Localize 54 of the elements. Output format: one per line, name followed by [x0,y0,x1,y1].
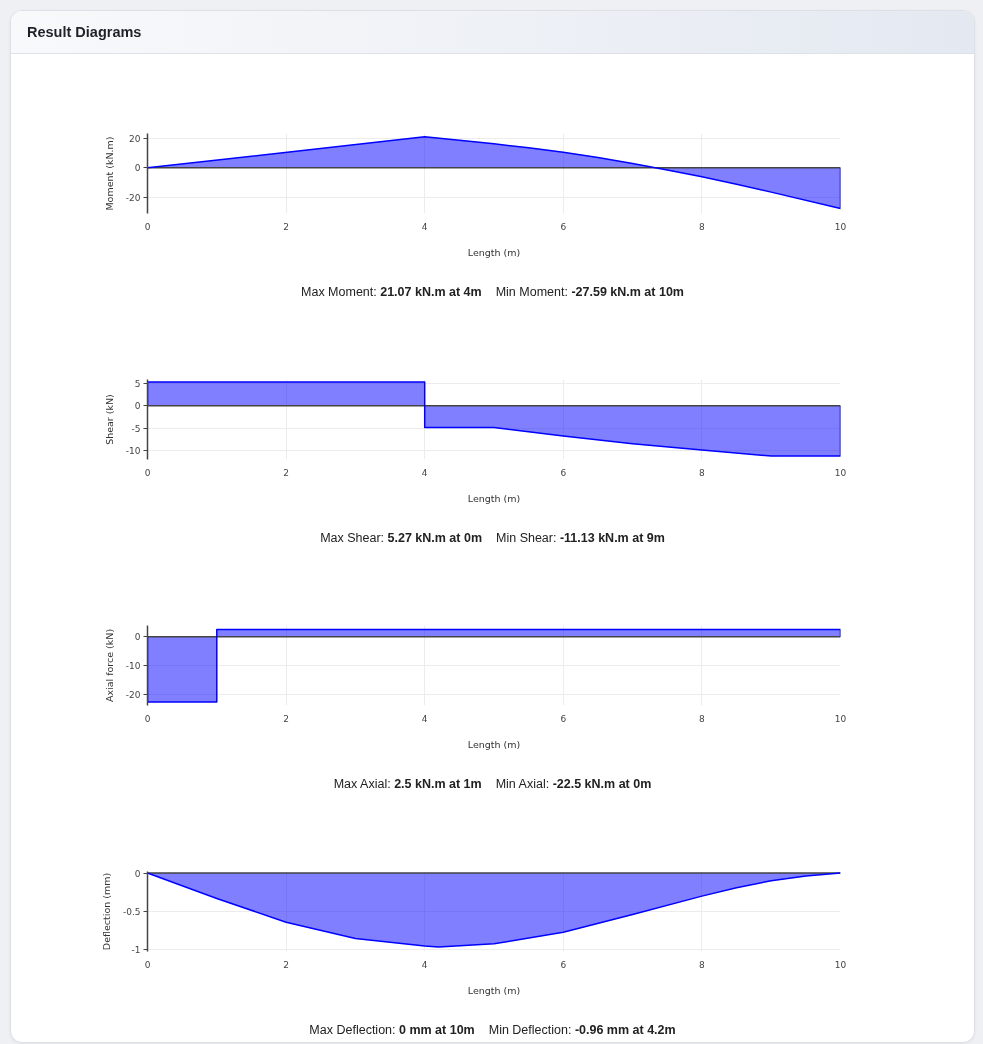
text: Min Shear: -11.13 kN.m at 9m [496,531,665,545]
y-tick-label: 0 [134,401,141,412]
y-axis-title: Moment (kN.m) [103,136,115,211]
y-tick-label: -20 [125,690,141,701]
x-axis-title: Length (m) [467,738,521,750]
x-tick-label: 10 [834,959,847,970]
x-tick-label: 8 [699,959,706,970]
x-tick-label: 0 [144,959,151,970]
x-tick-label: 8 [699,221,706,232]
x-tick-label: 8 [699,467,706,478]
x-tick-label: 10 [834,221,847,232]
x-tick-label: 6 [560,713,567,724]
x-axis-title: Length (m) [467,246,521,258]
y-tick-label: 0 [134,868,141,879]
y-tick-label: -10 [125,661,141,672]
x-tick-label: 10 [834,467,847,478]
x-tick-label: 0 [144,467,151,478]
text: Min Axial: -22.5 kN.m at 0m [495,777,652,791]
x-tick-label: 4 [421,221,428,232]
y-axis-title: Shear (kN) [103,394,115,445]
x-tick-label: 4 [421,713,428,724]
text: Max Deflection: 0 mm at 10m [309,1023,475,1037]
chart-title: Result Diagrams [11,11,974,54]
y-axis-title: Deflection (mm) [100,872,112,951]
y-tick-label: 0 [134,632,141,643]
y-tick-label: -1 [131,945,141,956]
text: Max Moment: 21.07 kN.m at 4m [301,285,482,299]
x-tick-label: 4 [421,467,428,478]
x-tick-label: 4 [421,959,428,970]
x-tick-label: 0 [144,713,151,724]
x-tick-label: 8 [699,713,706,724]
y-tick-label: -0.5 [122,907,141,917]
y-tick-label: 0 [134,163,141,174]
y-tick-label: -20 [125,192,141,203]
x-axis-title: Length (m) [467,984,521,996]
x-tick-label: 2 [283,467,289,478]
x-tick-label: 10 [834,713,847,724]
x-tick-label: 0 [144,221,151,232]
x-tick-label: 6 [560,959,567,970]
y-tick-label: 5 [134,378,141,389]
text: Max Shear: 5.27 kN.m at 0m [320,531,483,545]
y-tick-label: -5 [131,423,141,434]
x-tick-label: 6 [560,221,567,232]
text: Min Moment: -27.59 kN.m at 10m [495,285,684,299]
x-tick-label: 2 [283,713,289,724]
y-axis-title: Axial force (kN) [103,628,115,703]
x-tick-label: 2 [283,959,289,970]
y-tick-label: 20 [129,133,141,144]
y-tick-label: -10 [125,446,141,457]
x-tick-label: 2 [283,221,289,232]
x-tick-label: 6 [560,467,567,478]
text: Max Axial: 2.5 kN.m at 1m [333,777,482,791]
text: Min Deflection: -0.96 mm at 4.2m [488,1023,676,1037]
x-axis-title: Length (m) [467,492,521,504]
